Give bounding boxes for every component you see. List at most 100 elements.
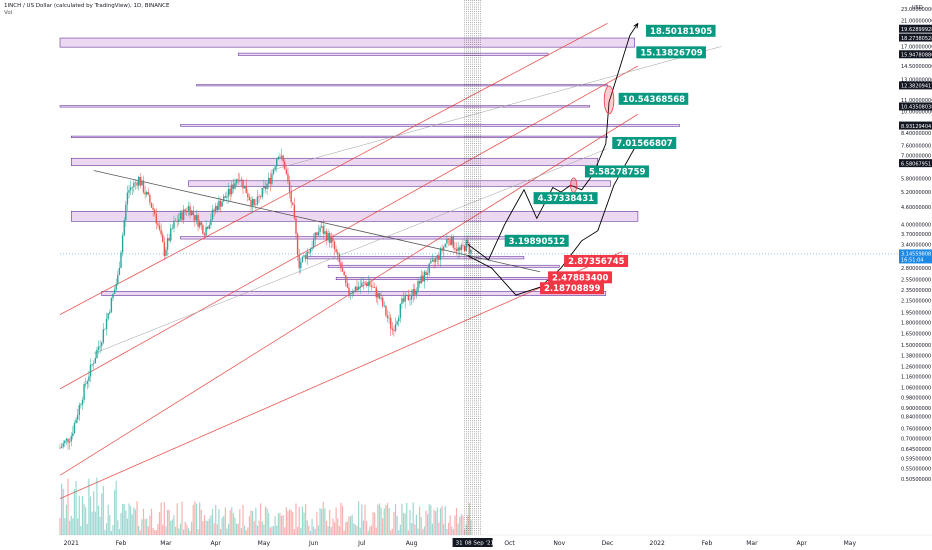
candle-body — [279, 156, 281, 158]
y-tick-label: 10.00000000 — [901, 110, 932, 116]
volume-bar — [341, 506, 344, 535]
candle-body — [216, 205, 219, 210]
y-tick-label: 1.26000000 — [901, 364, 931, 370]
channel-line — [59, 23, 608, 315]
candle-body — [451, 236, 453, 245]
label-box — [533, 192, 598, 205]
volume-bar — [393, 511, 395, 535]
candle-body — [377, 293, 379, 298]
volume-bar — [372, 512, 374, 535]
candle-body — [439, 248, 442, 260]
volume-bar — [462, 515, 464, 535]
x-tick-label: 2022 — [650, 540, 665, 547]
candle-body — [255, 204, 257, 205]
candle-body — [163, 241, 166, 256]
volume-bar — [370, 525, 373, 535]
candle-body — [460, 245, 463, 251]
volume-bar — [274, 516, 276, 535]
volume-bar — [207, 521, 209, 535]
candle-body — [290, 191, 292, 203]
volume-bar — [329, 509, 331, 535]
volume-bar — [64, 518, 66, 535]
volume-bar — [428, 504, 430, 535]
candle-body — [97, 346, 100, 350]
volume-bar — [293, 529, 295, 535]
candle-body — [420, 275, 422, 284]
volume-bar — [313, 526, 315, 535]
candle-body — [113, 289, 116, 294]
volume-bar — [425, 510, 427, 535]
volume-bar — [253, 521, 255, 535]
volume-bar — [78, 495, 80, 535]
candle-body — [394, 324, 397, 331]
volume-bar — [258, 520, 260, 535]
candle-body — [200, 222, 202, 225]
candle-body — [250, 200, 252, 206]
candle-body — [229, 188, 231, 195]
candle-body — [65, 438, 68, 441]
candle-body — [463, 245, 466, 251]
chart-title: 1INCH / US Dollar (calculated by Trading… — [4, 3, 170, 9]
candle-body — [346, 283, 349, 288]
candle-body — [263, 186, 265, 189]
candle-body — [267, 177, 270, 184]
current-price-value: 3.14559808 — [901, 252, 931, 258]
volume-bar — [388, 507, 390, 535]
current-price-countdown: 16:51:04 — [901, 257, 923, 263]
candle-body — [356, 286, 358, 290]
label-text: 3.19890512 — [509, 237, 566, 247]
candle-body — [361, 282, 363, 287]
volume-bar — [385, 505, 387, 535]
price-tag-box — [899, 50, 932, 59]
candle-body — [192, 210, 194, 215]
volume-bar — [407, 530, 409, 535]
candle-body — [129, 187, 132, 191]
volume-bar — [81, 496, 84, 535]
volume-bar — [292, 511, 294, 535]
candle-body — [91, 364, 93, 365]
price-tag-label: 15.94780880 — [901, 53, 932, 59]
sr-zone — [335, 277, 554, 280]
y-tick-label: 1.80000000 — [901, 321, 931, 327]
y-tick-label: 2.55000000 — [901, 278, 931, 284]
volume-bar — [335, 507, 337, 535]
volume-bar — [183, 529, 185, 535]
trend-line — [93, 170, 541, 273]
candle-body — [345, 275, 347, 284]
projection-path — [467, 141, 639, 296]
candle-body — [81, 399, 84, 405]
volume-bar — [147, 526, 149, 535]
candle-body — [162, 234, 164, 242]
volume-bar — [285, 507, 287, 535]
volume-bar — [264, 506, 267, 535]
candle-body — [369, 282, 371, 286]
target-label: 10.54368568 — [618, 92, 689, 105]
volume-bar — [65, 504, 68, 535]
candle-body — [351, 292, 353, 294]
candle-body — [117, 274, 119, 284]
volume-bar — [96, 477, 98, 535]
volume-bar — [457, 523, 459, 535]
price-tag-label: 18.27380528 — [901, 36, 932, 42]
label-text: 2.18708899 — [544, 284, 601, 294]
volume-bar — [128, 503, 130, 535]
candle-body — [306, 251, 308, 260]
candle-body — [383, 305, 385, 307]
x-tick-label: Apr — [211, 540, 222, 547]
y-tick-label: 0.64500000 — [901, 447, 931, 453]
y-tick-label: 14.50000000 — [901, 64, 932, 70]
volume-bar — [412, 502, 414, 535]
candle-body — [457, 247, 459, 252]
volume-bar — [197, 529, 199, 535]
volume-bar — [447, 522, 450, 535]
volume-bar — [215, 505, 217, 535]
candle-body — [317, 231, 320, 236]
candle-body — [295, 218, 297, 234]
candle-body — [452, 236, 455, 248]
candle-body — [145, 192, 148, 195]
candles-group — [59, 148, 472, 450]
price-tag-label: 19.62899928 — [901, 27, 932, 33]
candle-body — [354, 286, 357, 292]
sr-zone — [180, 236, 528, 240]
